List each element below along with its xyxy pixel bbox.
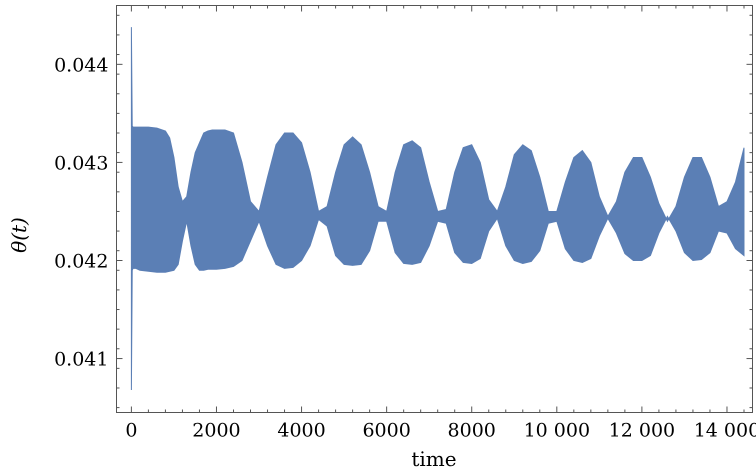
- plot-area: [130, 27, 745, 390]
- y-tick-label: 0.042: [54, 250, 108, 272]
- axis-ticks: 0 2000 4000 6000 8000 10 000 12 000 14 000 0.041…: [54, 5, 756, 442]
- y-tick-label: 0.043: [54, 152, 108, 174]
- x-tick-label: 12 000: [609, 420, 675, 442]
- series-0-oscillation-band: [130, 27, 745, 390]
- y-axis-title: θ(t): [7, 217, 31, 253]
- y-tick-label: 0.041: [54, 349, 108, 371]
- x-tick-label: 0: [125, 420, 137, 442]
- x-tick-label: 10 000: [524, 420, 590, 442]
- x-tick-label: 14 000: [694, 420, 756, 442]
- x-tick-label: 8000: [448, 420, 496, 442]
- x-axis-title: time: [411, 447, 456, 471]
- x-tick-label: 6000: [362, 420, 410, 442]
- x-tick-label: 2000: [192, 420, 240, 442]
- y-tick-label: 0.044: [54, 54, 108, 76]
- plot-frame: [116, 5, 753, 413]
- x-tick-label: 4000: [277, 420, 325, 442]
